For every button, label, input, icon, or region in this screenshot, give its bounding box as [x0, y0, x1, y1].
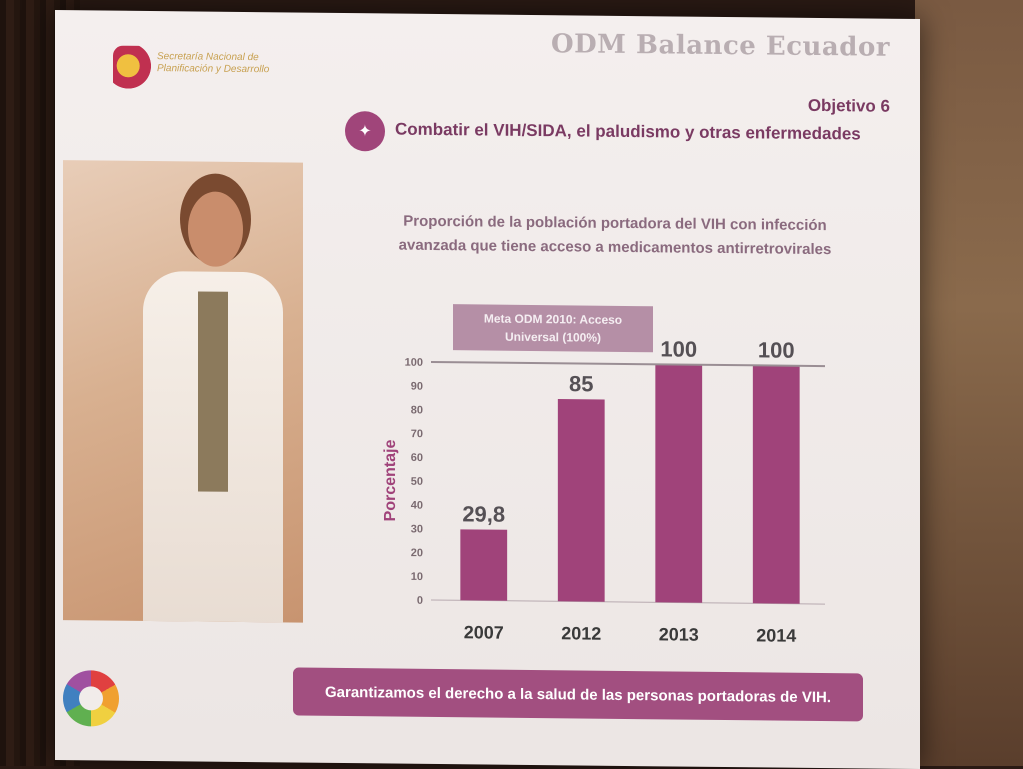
y-tick-label: 30 [411, 523, 423, 535]
projection-screen: Secretaría Nacional de Planificación y D… [55, 10, 920, 769]
bar [655, 364, 703, 603]
bar-value-label: 29,8 [462, 501, 505, 526]
objective-description: Combatir el VIH/SIDA, el paludismo y otr… [395, 119, 861, 144]
target-line [431, 360, 825, 368]
logo-icon [113, 45, 151, 97]
color-wheel-icon [63, 670, 119, 727]
bar [460, 529, 508, 601]
y-tick-label: 20 [411, 547, 423, 559]
x-tick-label: 2013 [659, 624, 699, 644]
photo-shirt-shape [198, 291, 228, 492]
bar-value-label: 85 [569, 371, 593, 396]
y-tick-label: 70 [411, 428, 423, 440]
bar-value-label: 100 [758, 337, 795, 362]
y-tick-label: 60 [411, 452, 423, 464]
bar [557, 398, 605, 602]
y-tick-label: 0 [417, 595, 423, 607]
bar [752, 365, 800, 604]
y-tick-label: 40 [411, 500, 423, 512]
chart-title: Proporción de la población portadora del… [365, 209, 865, 262]
objective-icon: ✦ [345, 111, 385, 152]
y-axis-label: Porcentaje [382, 439, 399, 521]
y-tick-label: 100 [405, 357, 423, 369]
room-wall [915, 0, 1023, 766]
doctor-photo [63, 160, 303, 623]
bar-value-label: 100 [660, 336, 697, 361]
y-tick-label: 80 [411, 404, 423, 416]
y-tick-label: 10 [411, 571, 423, 583]
target-label-text: Universal (100%) [505, 330, 601, 345]
footer-banner: Garantizamos el derecho a la salud de la… [293, 667, 863, 722]
logo-text: Secretaría Nacional de Planificación y D… [157, 51, 270, 76]
target-label-text: Meta ODM 2010: Acceso [484, 311, 622, 326]
y-tick-label: 90 [411, 381, 423, 393]
slide-title: ODM Balance Ecuador [550, 29, 890, 63]
photo-head-shape [188, 191, 243, 267]
x-tick-label: 2014 [756, 625, 796, 645]
y-tick-label: 50 [411, 476, 423, 488]
x-tick-label: 2007 [464, 622, 504, 642]
target-label-box [453, 304, 653, 353]
bar-chart: 0 10 20 30 40 50 60 70 80 90 100 Porcentaje 29,8 2007… [382, 304, 825, 646]
objective-number: Objetivo 6 [807, 95, 890, 116]
x-tick-label: 2012 [561, 623, 601, 643]
chart-title-line-2: avanzada que tiene acceso a medicamentos… [398, 236, 832, 259]
